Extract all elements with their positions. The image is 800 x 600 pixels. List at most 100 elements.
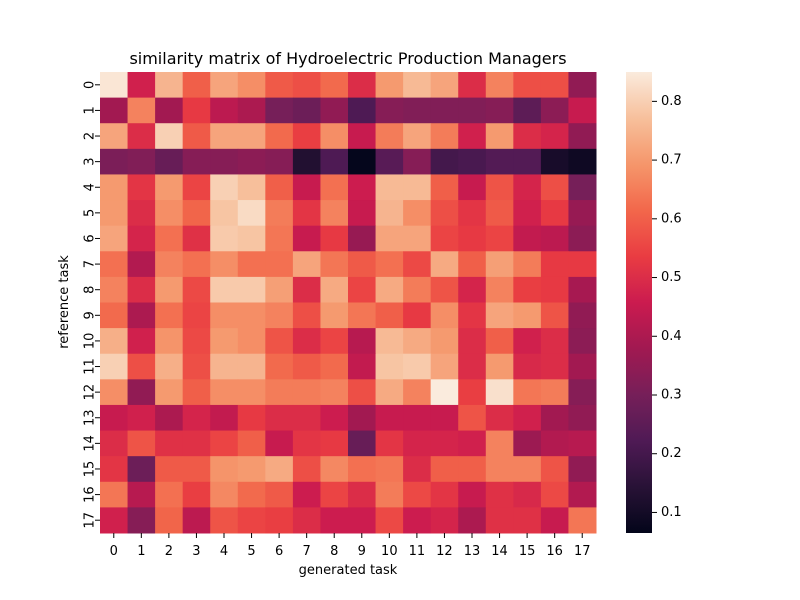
heatmap-cell-r10-c7	[292, 328, 321, 355]
heatmap-cell-r2-c5	[237, 123, 266, 150]
x-tick-label: 12	[436, 544, 453, 559]
y-tick-label: 8	[83, 286, 98, 294]
heatmap-cell-r0-c3	[182, 72, 211, 99]
heatmap-cell-r9-c2	[155, 302, 184, 329]
heatmap-cell-r17-c3	[182, 507, 211, 534]
heatmap-cell-r4-c15	[513, 174, 542, 201]
x-tick-label: 5	[247, 544, 255, 559]
y-tick-label: 0	[83, 81, 98, 89]
heatmap-cell-r9-c12	[430, 302, 459, 329]
x-tick-label: 13	[464, 544, 481, 559]
heatmap-cell-r1-c6	[265, 97, 294, 124]
heatmap-cell-r1-c13	[458, 97, 487, 124]
x-tick-label: 3	[192, 544, 200, 559]
heatmap-cell-r11-c2	[155, 353, 184, 380]
x-tick-label: 8	[330, 544, 338, 559]
heatmap-cell-r16-c17	[568, 481, 597, 508]
heatmap-cell-r16-c5	[237, 481, 266, 508]
heatmap-cell-r6-c5	[237, 225, 266, 252]
heatmap-cell-r11-c16	[540, 353, 569, 380]
heatmap-cell-r12-c4	[210, 379, 239, 406]
heatmap-cell-r16-c4	[210, 481, 239, 508]
heatmap-cell-r9-c3	[182, 302, 211, 329]
heatmap-cell-r0-c2	[155, 72, 184, 99]
heatmap-cell-r2-c1	[127, 123, 156, 150]
heatmap-cell-r11-c15	[513, 353, 542, 380]
heatmap-cell-r0-c10	[375, 72, 404, 99]
heatmap-cell-r17-c9	[348, 507, 377, 534]
heatmap-cell-r13-c2	[155, 404, 184, 432]
heatmap-cell-r7-c13	[458, 251, 487, 278]
heatmap-cell-r14-c9	[348, 430, 377, 457]
heatmap-cell-r8-c13	[458, 276, 487, 303]
colorbar-tick-label: 0.5	[661, 270, 682, 285]
heatmap-cell-r16-c8	[320, 481, 349, 508]
heatmap-cell-r2-c6	[265, 123, 294, 150]
heatmap-cell-r3-c13	[458, 148, 487, 175]
heatmap-cell-r3-c5	[237, 148, 266, 175]
heatmap-cell-r15-c17	[568, 456, 597, 483]
heatmap-cell-r8-c4	[210, 276, 239, 303]
heatmap-cell-r1-c10	[375, 97, 404, 124]
heatmap-cell-r0-c17	[568, 72, 597, 99]
heatmap-cell-r13-c7	[292, 404, 321, 432]
y-tick-label: 13	[83, 409, 98, 426]
y-tick-label: 7	[83, 260, 98, 268]
heatmap-cell-r0-c9	[348, 72, 377, 99]
heatmap-cell-r13-c13	[458, 404, 487, 432]
heatmap-cell-r3-c8	[320, 148, 349, 175]
heatmap-cell-r7-c6	[265, 251, 294, 278]
heatmap-cell-r4-c0	[100, 174, 129, 201]
heatmap-cell-r14-c15	[513, 430, 542, 457]
heatmap-cell-r17-c8	[320, 507, 349, 534]
heatmap-cell-r16-c11	[403, 481, 432, 508]
heatmap-cell-r5-c12	[430, 200, 459, 227]
heatmap-cell-r5-c16	[540, 200, 569, 227]
heatmap-cell-r11-c1	[127, 353, 156, 380]
heatmap-cell-r14-c6	[265, 430, 294, 457]
heatmap-cell-r6-c3	[182, 225, 211, 252]
heatmap-cell-r12-c3	[182, 379, 211, 406]
heatmap-cell-r6-c10	[375, 225, 404, 252]
heatmap-cell-r13-c1	[127, 404, 156, 432]
heatmap-cell-r2-c17	[568, 123, 597, 150]
heatmap-cell-r14-c16	[540, 430, 569, 457]
heatmap-cell-r2-c15	[513, 123, 542, 150]
heatmap-cell-r8-c11	[403, 276, 432, 303]
x-tick-label: 4	[220, 544, 228, 559]
heatmap-cell-r13-c10	[375, 404, 404, 432]
heatmap-cell-r11-c9	[348, 353, 377, 380]
heatmap-cell-r5-c0	[100, 200, 129, 227]
heatmap-cell-r4-c3	[182, 174, 211, 201]
heatmap-cell-r0-c12	[430, 72, 459, 99]
heatmap-cell-r12-c15	[513, 379, 542, 406]
heatmap-cell-r15-c9	[348, 456, 377, 483]
heatmap-cell-r6-c9	[348, 225, 377, 252]
colorbar-ticks: 0.1 0.2 0.3 0.4 0.5 0.6 0.7 0.8	[652, 94, 682, 520]
heatmap-cell-r10-c5	[237, 328, 266, 355]
heatmap-cell-r10-c14	[485, 328, 514, 355]
heatmap-cell-r1-c7	[292, 97, 321, 124]
heatmap-cell-r0-c1	[127, 72, 156, 99]
heatmap-cell-r7-c7	[292, 251, 321, 278]
heatmap-cell-r9-c6	[265, 302, 294, 329]
heatmap-cell-r5-c4	[210, 200, 239, 227]
heatmap-cell-r5-c2	[155, 200, 184, 227]
heatmap-cell-r8-c2	[155, 276, 184, 303]
heatmap-cell-r2-c4	[210, 123, 239, 150]
heatmap-cell-r4-c10	[375, 174, 404, 201]
heatmap-cell-r17-c5	[237, 507, 266, 534]
heatmap-cell-r12-c14	[485, 379, 514, 406]
heatmap-cell-r6-c1	[127, 225, 156, 252]
x-tick-label: 9	[358, 544, 366, 559]
heatmap-cell-r6-c8	[320, 225, 349, 252]
heatmap-cell-r2-c10	[375, 123, 404, 150]
heatmap-cell-r12-c8	[320, 379, 349, 406]
heatmap-cell-r9-c17	[568, 302, 597, 329]
heatmap-cell-r14-c7	[292, 430, 321, 457]
heatmap-cell-r15-c16	[540, 456, 569, 483]
heatmap-cell-r16-c1	[127, 481, 156, 508]
heatmap-cell-r13-c14	[485, 404, 514, 432]
heatmap-cell-r5-c11	[403, 200, 432, 227]
